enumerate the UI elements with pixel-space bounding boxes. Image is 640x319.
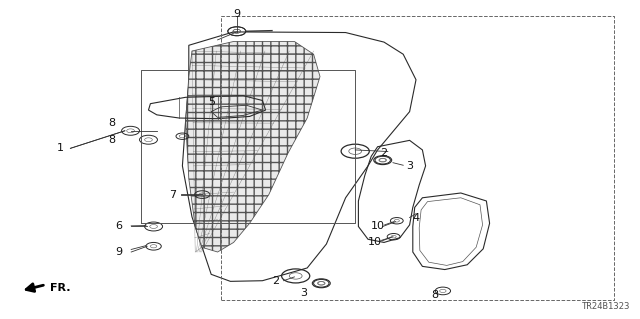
Text: 6: 6 (115, 221, 122, 232)
Text: 4: 4 (412, 212, 420, 223)
Text: 10: 10 (371, 221, 385, 232)
Text: 8: 8 (431, 290, 439, 300)
Polygon shape (186, 41, 320, 252)
Text: 3: 3 (301, 288, 307, 299)
Text: 1: 1 (58, 143, 64, 153)
Text: FR.: FR. (50, 283, 70, 293)
Text: 2: 2 (380, 148, 388, 158)
Text: 10: 10 (367, 237, 381, 248)
Text: TR24B1323: TR24B1323 (582, 302, 630, 311)
Text: 9: 9 (115, 247, 122, 257)
Text: 8: 8 (108, 118, 116, 128)
Text: 3: 3 (406, 161, 413, 171)
Text: 7: 7 (169, 189, 177, 200)
Text: 2: 2 (271, 276, 279, 286)
Text: 5: 5 (208, 97, 214, 107)
Text: 9: 9 (233, 9, 241, 19)
Text: 8: 8 (108, 135, 116, 145)
